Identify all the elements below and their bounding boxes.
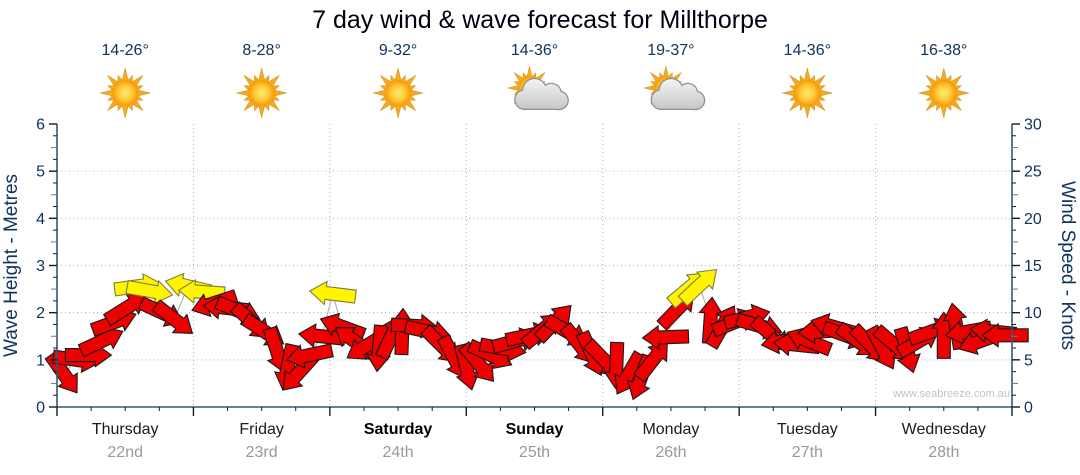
sun-icon <box>100 67 151 119</box>
wind-arrow <box>786 326 834 357</box>
wind-arrow <box>308 280 357 306</box>
sun-icon-group <box>918 67 969 119</box>
day-temperature-range: 16-38° <box>920 42 968 59</box>
wind-arrow <box>453 342 481 391</box>
day-temperature-range: 8-28° <box>242 42 281 59</box>
wind-arrow <box>641 324 690 350</box>
wind-arrow <box>151 299 194 335</box>
cloud-icon <box>514 77 569 111</box>
day-temperature-range: 14-36° <box>783 42 831 59</box>
sun-icon <box>918 67 969 119</box>
wind-arrow <box>677 268 718 307</box>
left-axis-tick-label: 3 <box>36 258 45 275</box>
day-date-label: 28th <box>928 444 960 461</box>
watermark-text: www.seabreeze.com.au <box>893 388 1010 400</box>
day-name-label: Sunday <box>505 421 564 438</box>
sun-icon <box>236 67 287 119</box>
sun-icon <box>782 67 833 119</box>
day-date-label: 27th <box>791 444 823 461</box>
sun-icon <box>373 67 424 119</box>
day-name-label: Saturday <box>363 421 433 438</box>
day-date-label: 25th <box>518 444 551 461</box>
wind-arrow <box>981 322 1029 348</box>
day-temperature-range: 19-37° <box>647 42 695 59</box>
sun-icon-group <box>236 67 287 119</box>
left-axis-tick-label: 6 <box>36 117 45 134</box>
sun-icon-group <box>782 67 833 119</box>
day-date-label: 22nd <box>107 444 143 461</box>
right-axis-title: Wind Speed - Knots <box>1057 181 1078 350</box>
left-axis-tick-label: 4 <box>36 211 45 228</box>
wind-arrow <box>125 279 174 305</box>
right-axis-tick-label: 10 <box>1024 305 1042 322</box>
wind-arrow <box>633 340 668 383</box>
left-axis-tick-label: 2 <box>36 305 45 322</box>
left-axis-title: Wave Height - Metres <box>1 174 22 357</box>
left-axis-tick-label: 1 <box>36 352 45 369</box>
right-axis-tick-label: 15 <box>1024 258 1042 275</box>
right-axis-tick-label: 25 <box>1024 164 1042 181</box>
left-axis-tick-label: 0 <box>36 400 45 417</box>
day-temperature-range: 9-32° <box>378 42 418 59</box>
day-temperature-range: 14-36° <box>510 42 559 59</box>
sun-cloud-icon-group <box>643 65 706 111</box>
sun-icon-group <box>373 67 424 119</box>
day-date-label: 24th <box>382 444 414 461</box>
right-axis-tick-label: 0 <box>1024 400 1033 417</box>
wind-arrow <box>285 343 334 369</box>
day-name-label: Monday <box>642 421 700 438</box>
left-axis-tick-label: 5 <box>36 164 45 181</box>
right-axis-tick-label: 5 <box>1024 352 1033 369</box>
day-name-label: Wednesday <box>901 421 986 438</box>
day-name-label: Friday <box>239 421 284 438</box>
sun-icon-group <box>100 67 151 119</box>
day-temperature-range: 14-26° <box>101 42 149 59</box>
sun-cloud-icon-group <box>507 65 569 111</box>
right-axis-tick-label: 30 <box>1024 117 1042 134</box>
page-title: 7 day wind & wave forecast for Millthorp… <box>312 6 768 34</box>
right-axis-tick-label: 20 <box>1024 211 1042 228</box>
day-date-label: 23rd <box>245 444 278 461</box>
day-date-label: 26th <box>655 444 687 461</box>
cloud-icon <box>650 77 706 111</box>
day-name-label: Thursday <box>91 421 159 438</box>
day-name-label: Tuesday <box>776 421 838 438</box>
